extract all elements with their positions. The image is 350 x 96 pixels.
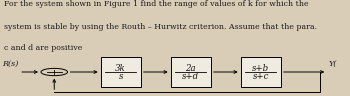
Text: For the system shown in Figure 1 find the range of values of k for which the: For the system shown in Figure 1 find th… (4, 0, 308, 8)
Text: s+d: s+d (182, 72, 199, 81)
Bar (241, 57, 281, 87)
Text: c and d are positive: c and d are positive (4, 44, 82, 52)
Text: 3k: 3k (116, 64, 126, 72)
Bar (171, 57, 211, 87)
Text: s+c: s+c (252, 72, 269, 81)
Bar (101, 57, 141, 87)
Text: R(s): R(s) (2, 60, 18, 68)
Text: s: s (119, 72, 123, 81)
Text: Y(: Y( (329, 60, 337, 68)
Text: system is stable by using the Routh – Hurwitz criterion. Assume that the para.: system is stable by using the Routh – Hu… (4, 23, 317, 31)
Text: s+b: s+b (252, 64, 269, 72)
Text: 2a: 2a (186, 64, 196, 72)
